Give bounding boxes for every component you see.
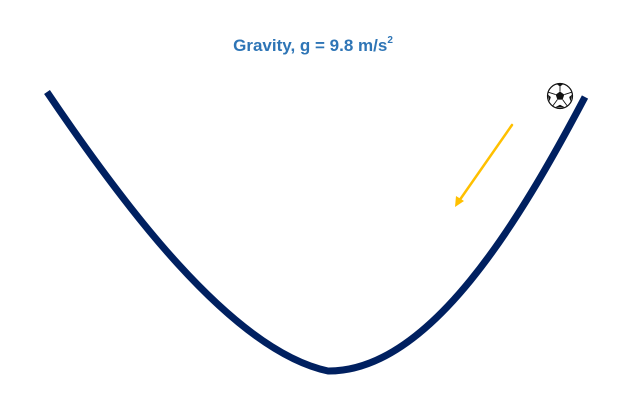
title-superscript: 2 — [387, 35, 393, 47]
track-curve — [44, 90, 589, 375]
title-text: Gravity, g = 9.8 m/s — [233, 36, 388, 55]
soccer-ball-icon — [546, 82, 574, 110]
arrow-down-left-icon — [455, 123, 514, 207]
diagram-title: Gravity, g = 9.8 m/s2 — [0, 35, 626, 56]
